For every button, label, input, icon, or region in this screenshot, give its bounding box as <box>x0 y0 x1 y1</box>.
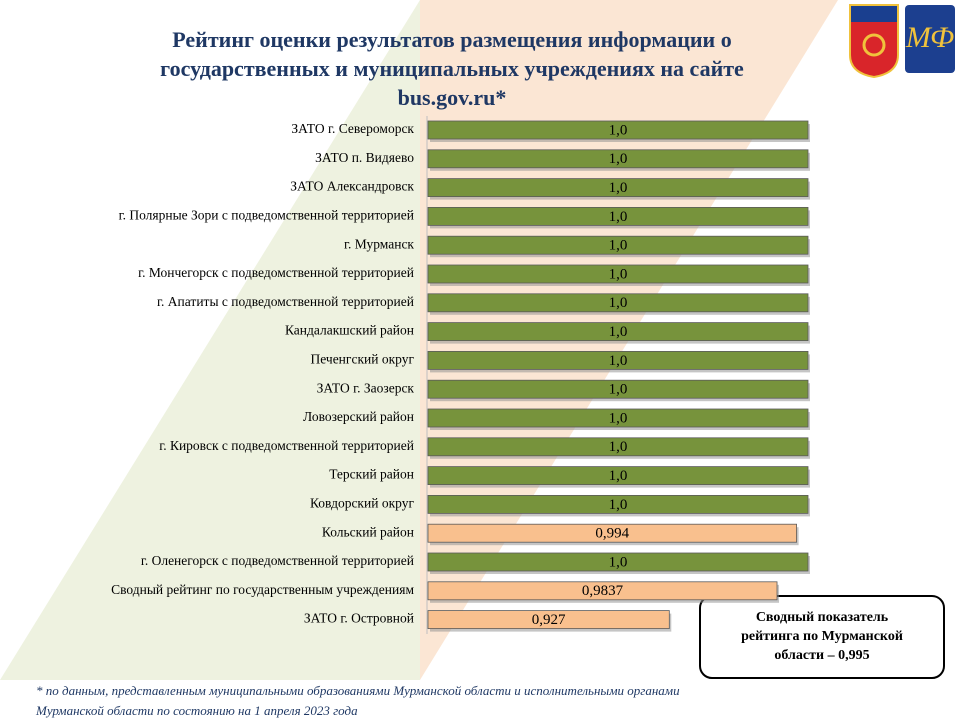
value-label: 1,0 <box>609 497 628 513</box>
value-label: 1,0 <box>609 209 628 225</box>
category-label: Кандалакшский район <box>285 323 414 338</box>
value-label: 1,0 <box>609 266 628 282</box>
value-label: 1,0 <box>609 353 628 369</box>
category-label: г. Полярные Зори с подведомственной терр… <box>119 207 414 222</box>
bar <box>427 350 809 370</box>
footnote: * по данным, представленным муниципальны… <box>36 683 680 698</box>
category-label: Ловозерский район <box>303 409 414 424</box>
title-line: bus.gov.ru* <box>398 85 507 110</box>
bar <box>427 552 809 572</box>
value-label: 1,0 <box>609 180 628 196</box>
bar <box>427 322 809 342</box>
bar <box>427 379 809 399</box>
bar <box>427 120 809 140</box>
bar <box>427 610 670 629</box>
category-label: Терский район <box>329 467 414 482</box>
category-label: г. Апатиты с подведомственной территорие… <box>157 294 414 309</box>
value-label: 0,927 <box>532 612 566 628</box>
category-label: Кольский район <box>322 524 414 539</box>
category-label: Ковдорский округ <box>310 495 414 510</box>
value-label: 1,0 <box>609 324 628 340</box>
annotation-line: области – 0,995 <box>774 648 869 663</box>
bar <box>427 178 809 198</box>
category-label: ЗАТО г. Островной <box>304 611 414 626</box>
svg-text:МФ: МФ <box>905 21 954 54</box>
value-label: 1,0 <box>609 151 628 167</box>
footnote: Мурманской области по состоянию на 1 апр… <box>35 703 358 718</box>
bar <box>427 581 778 601</box>
category-label: ЗАТО г. Североморск <box>291 121 414 136</box>
bar <box>427 293 809 313</box>
value-label: 0,994 <box>595 526 629 542</box>
category-label: г. Мончегорск с подведомственной террито… <box>138 265 414 280</box>
value-label: 1,0 <box>609 122 628 138</box>
category-label: г. Мурманск <box>344 236 414 251</box>
category-label: ЗАТО г. Заозерск <box>317 380 415 395</box>
value-label: 1,0 <box>609 410 628 426</box>
bar <box>427 494 809 514</box>
value-label: 1,0 <box>609 439 628 455</box>
title-line: Рейтинг оценки результатов размещения ин… <box>172 27 731 52</box>
value-label: 1,0 <box>609 382 628 398</box>
value-label: 1,0 <box>609 295 628 311</box>
value-label: 1,0 <box>609 554 628 570</box>
logo-mf: МФ <box>905 5 955 73</box>
category-label: Печенгский округ <box>311 351 415 366</box>
category-label: ЗАТО Александровск <box>290 179 414 194</box>
value-label: 1,0 <box>609 468 628 484</box>
category-label: ЗАТО п. Видяево <box>315 150 414 165</box>
category-label: г. Кировск с подведомственной территорие… <box>159 438 414 453</box>
category-label: Сводный рейтинг по государственным учреж… <box>111 582 414 597</box>
annotation-box <box>699 595 945 679</box>
bar <box>427 264 809 284</box>
annotation-line: Сводный показатель <box>756 610 889 625</box>
bar <box>427 523 798 543</box>
value-label: 0,9837 <box>582 583 624 599</box>
bar <box>427 437 809 457</box>
bar <box>427 408 809 428</box>
logo-coat <box>849 4 899 79</box>
bar <box>427 466 809 486</box>
bar <box>427 149 809 169</box>
title-line: государственных и муниципальных учрежден… <box>160 56 744 81</box>
category-label: г. Оленегорск с подведомственной террито… <box>141 553 414 568</box>
annotation-line: рейтинга по Мурманской <box>741 629 903 644</box>
bar <box>427 206 809 226</box>
bar <box>427 235 809 255</box>
value-label: 1,0 <box>609 238 628 254</box>
bg-left <box>0 0 420 680</box>
